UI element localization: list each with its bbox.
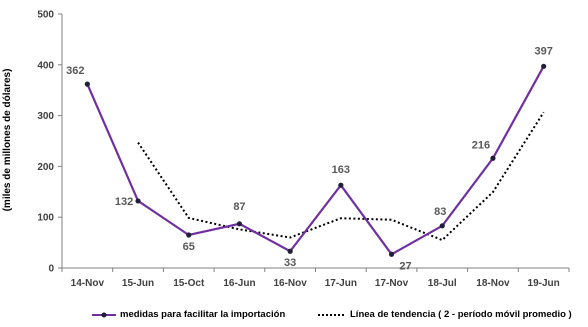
legend-label-trend-series: Línea de tendencia ( 2 - período móvil p… bbox=[350, 309, 572, 320]
main-series-line bbox=[86, 65, 545, 256]
data-point bbox=[84, 81, 90, 87]
data-label: 362 bbox=[66, 65, 84, 77]
y-axis-label: (miles de millones de dólares) bbox=[2, 69, 13, 212]
data-label: 27 bbox=[399, 260, 411, 272]
legend: medidas para facilitar la importación Lí… bbox=[0, 307, 588, 325]
y-tick-label: 400 bbox=[37, 60, 54, 71]
x-tick-label: 15-Jun bbox=[122, 278, 154, 289]
data-point bbox=[338, 182, 344, 188]
y-tick-label: 100 bbox=[37, 213, 54, 224]
data-point bbox=[541, 63, 547, 69]
data-point bbox=[490, 155, 496, 161]
line-chart: (miles de millones de dólares) 0 100 200 30… bbox=[2, 10, 570, 289]
y-tick-label: 500 bbox=[37, 10, 54, 21]
trend-line bbox=[137, 111, 545, 242]
data-label: 132 bbox=[115, 196, 133, 208]
data-label: 163 bbox=[332, 164, 350, 176]
y-tick-label: 300 bbox=[37, 111, 54, 122]
data-label: 397 bbox=[534, 45, 552, 57]
y-tick-label: 200 bbox=[37, 162, 54, 173]
x-tick-label: 14-Nov bbox=[71, 278, 105, 289]
x-tick-label: 16-Jun bbox=[223, 278, 255, 289]
data-label: 216 bbox=[472, 139, 490, 151]
data-point bbox=[439, 223, 445, 229]
x-tick-label: 19-Jun bbox=[528, 278, 560, 289]
x-tick-label: 16-Nov bbox=[273, 278, 307, 289]
legend-label-main-series: medidas para facilitar la importación bbox=[120, 309, 286, 320]
main-series bbox=[84, 63, 547, 257]
data-point bbox=[236, 221, 243, 227]
data-label: 83 bbox=[434, 206, 446, 218]
data-point bbox=[388, 251, 395, 257]
x-tick-label: 18-Jul bbox=[428, 278, 457, 289]
axes bbox=[58, 13, 570, 272]
x-tick-label: 17-Nov bbox=[375, 278, 409, 289]
legend-swatch-dotted bbox=[318, 313, 346, 316]
data-point bbox=[287, 248, 293, 254]
data-label: 33 bbox=[284, 257, 296, 269]
legend-item-main-series: medidas para facilitar la importación bbox=[92, 309, 285, 320]
x-tick-labels: 14-Nov 15-Jun 15-Oct 16-Jun 16-Nov 17-Jun 17-N… bbox=[71, 278, 560, 289]
x-tick-label: 18-Nov bbox=[476, 278, 510, 289]
y-tick-label: 0 bbox=[48, 264, 54, 275]
x-tick-label: 15-Oct bbox=[173, 278, 205, 289]
legend-swatch-solid bbox=[92, 312, 116, 317]
y-tick-labels: 0 100 200 300 400 500 bbox=[37, 10, 54, 275]
data-labels: 362 132 65 87 33 163 27 83 216 397 bbox=[66, 45, 553, 272]
trend-series bbox=[137, 111, 545, 242]
legend-item-trend-series: Línea de tendencia ( 2 - período móvil p… bbox=[318, 309, 572, 320]
data-label: 65 bbox=[183, 241, 195, 253]
x-tick-label: 17-Jun bbox=[325, 278, 357, 289]
data-point bbox=[135, 198, 141, 204]
data-point bbox=[186, 232, 192, 238]
data-label: 87 bbox=[233, 201, 245, 213]
